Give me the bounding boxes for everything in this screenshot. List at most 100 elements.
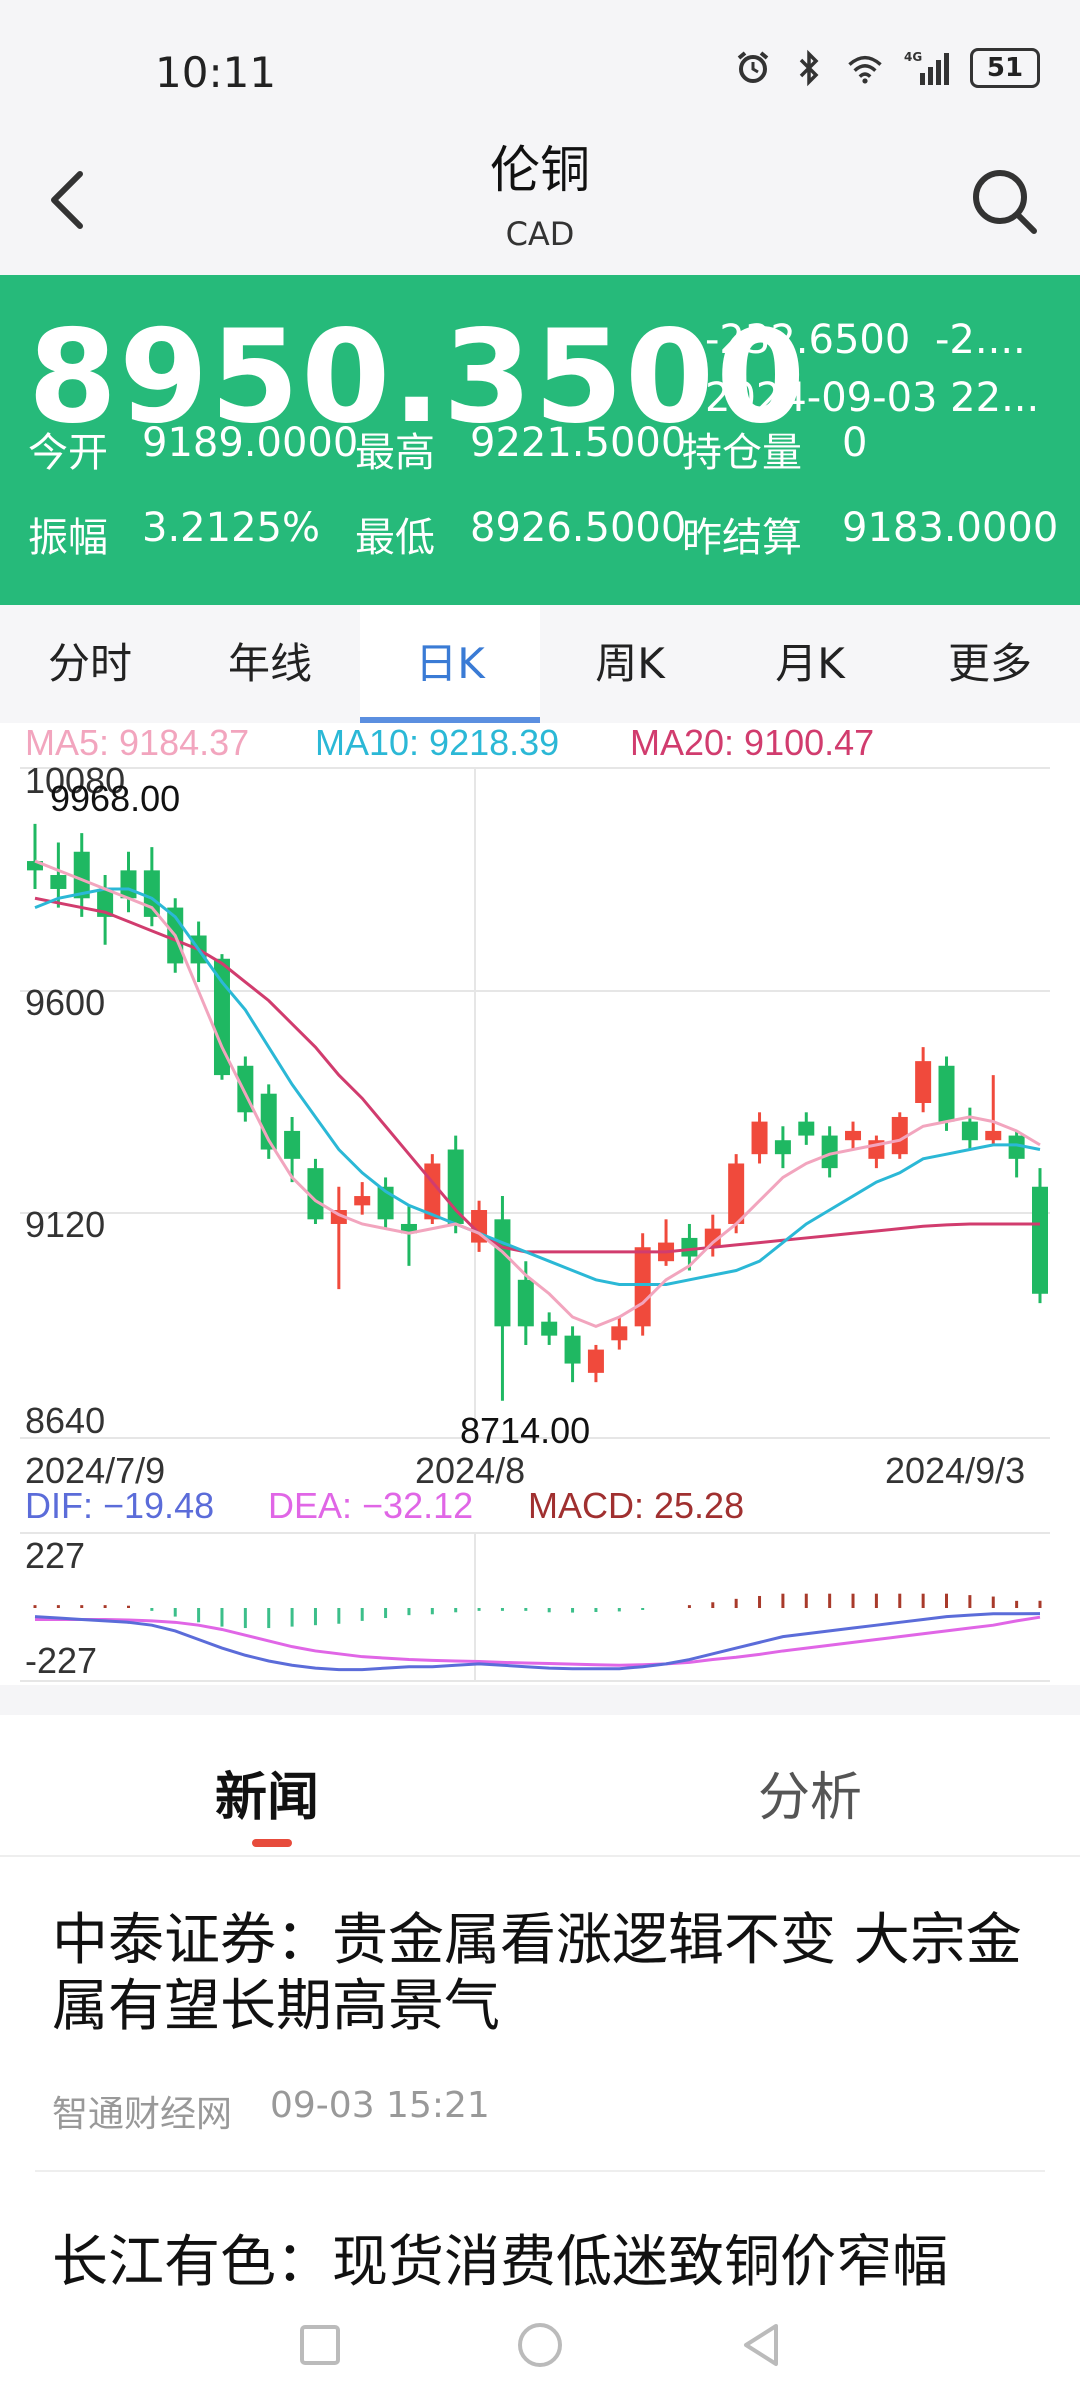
divider xyxy=(35,2170,1045,2172)
status-time: 10:11 xyxy=(155,48,277,97)
low-value: 8926.5000 xyxy=(470,505,687,551)
candle-body xyxy=(938,1065,955,1122)
open-interest-value: 0 xyxy=(842,420,868,466)
back-button[interactable] xyxy=(40,160,100,240)
ma5-line xyxy=(34,859,1041,1328)
price-change: -232.6500 xyxy=(705,317,911,363)
page-header: 伦铜 CAD xyxy=(0,120,1080,275)
tab-more[interactable]: 更多 xyxy=(947,639,1032,688)
price-change-percent: -2.... xyxy=(935,317,1026,363)
macd-tick-label: 227 xyxy=(25,1535,85,1576)
tab-weekly-k[interactable]: 周K xyxy=(595,639,665,688)
candle-body xyxy=(891,1116,908,1155)
dif-line xyxy=(34,1612,1041,1672)
candle-body xyxy=(681,1237,698,1257)
search-button[interactable] xyxy=(968,165,1040,237)
ma10-legend: MA10: 9218.39 xyxy=(315,723,559,763)
wifi-icon xyxy=(846,49,884,87)
circle-icon xyxy=(518,2323,562,2367)
candle-body xyxy=(798,1121,815,1136)
candle-body xyxy=(704,1228,721,1248)
min-price-label: 8714.00 xyxy=(460,1410,590,1451)
page-title: 伦铜 xyxy=(490,141,590,199)
last-price: 8950.3500 xyxy=(28,303,808,452)
news-title[interactable]: 长江有色：现货消费低迷致铜价窄幅 xyxy=(52,2230,948,2295)
max-price-label: 9968.00 xyxy=(50,778,180,819)
candle-body xyxy=(587,1349,604,1373)
low-label: 最低 xyxy=(355,515,435,561)
candle-body xyxy=(728,1163,745,1224)
prev-settle-value: 9183.0000 xyxy=(842,505,1059,551)
x-tick-label: 2024/7/9 xyxy=(25,1450,165,1491)
macd-legend: MACD: 25.28 xyxy=(528,1485,744,1526)
high-label: 最高 xyxy=(355,430,435,476)
chart-marks xyxy=(27,823,1048,1672)
prev-settle-label: 昨结算 xyxy=(682,515,802,561)
x-tick-label: 2024/9/3 xyxy=(885,1450,1025,1491)
candle-body xyxy=(821,1135,838,1169)
y-tick-label: 8640 xyxy=(25,1400,105,1441)
candle-body xyxy=(447,1149,464,1224)
dif-legend: DIF: −19.48 xyxy=(25,1485,214,1526)
candle-body xyxy=(634,1247,651,1327)
news-source: 智通财经网 xyxy=(52,2094,233,2135)
candle-body xyxy=(611,1326,628,1341)
y-tick-label: 9120 xyxy=(25,1204,105,1245)
tab-yearly[interactable]: 年线 xyxy=(227,639,312,688)
system-nav-bar xyxy=(0,2290,1080,2400)
candle-body xyxy=(400,1223,417,1234)
tab-monthly-k[interactable]: 月K xyxy=(775,639,845,688)
page-subtitle: CAD xyxy=(505,215,575,253)
chart-grid xyxy=(20,767,1050,1682)
candle-body xyxy=(97,888,114,917)
candle-body xyxy=(284,1130,301,1159)
dea-legend: DEA: −32.12 xyxy=(268,1485,473,1526)
candle-body xyxy=(27,861,43,871)
quote-datetime: 2024-09-03 22... xyxy=(705,375,1040,421)
open-label: 今开 xyxy=(28,430,108,476)
candle-body xyxy=(961,1121,978,1141)
ma20-legend: MA20: 9100.47 xyxy=(630,723,874,763)
kline-svg: MA5: 9184.37 MA10: 9218.39 MA20: 9100.47… xyxy=(20,723,1050,1682)
svg-text:4G: 4G xyxy=(904,50,922,64)
candle-body xyxy=(494,1219,511,1327)
tab-analysis[interactable]: 分析 xyxy=(758,1768,863,1828)
status-icons: 4G 51 xyxy=(734,48,1040,88)
tab-intraday[interactable]: 分时 xyxy=(47,639,132,688)
ma10-line xyxy=(34,887,1041,1286)
candle-body xyxy=(307,1168,324,1220)
candle-body xyxy=(517,1279,534,1327)
news-time: 09-03 15:21 xyxy=(270,2085,490,2126)
candle-body xyxy=(354,1196,371,1206)
candle-body xyxy=(774,1140,791,1155)
search-icon xyxy=(973,170,1037,234)
candle-body xyxy=(120,870,137,899)
chevron-left-icon xyxy=(51,171,83,229)
candle-body xyxy=(751,1121,768,1155)
status-bar: 10:11 4G 51 xyxy=(0,0,1080,140)
news-title[interactable]: 中泰证券：贵金属看涨逻辑不变 大宗金属有望长期高景气 xyxy=(52,1908,1022,2039)
dea-line xyxy=(35,1615,1041,1667)
news-panel: 新闻 分析 中泰证券：贵金属看涨逻辑不变 大宗金属有望长期高景气 智通财经网 0… xyxy=(0,1715,1080,2400)
candle-body xyxy=(985,1130,1002,1141)
candle-body xyxy=(1008,1135,1025,1159)
ma20-line xyxy=(34,896,1040,1254)
candle-body xyxy=(541,1321,558,1336)
bluetooth-icon xyxy=(790,49,828,87)
tab-daily-k[interactable]: 日K xyxy=(360,605,540,723)
y-tick-label: 10080 xyxy=(25,760,125,801)
battery-indicator: 51 xyxy=(970,48,1040,88)
news-tab-indicator xyxy=(252,1839,292,1847)
kline-chart[interactable]: MA5: 9184.37 MA10: 9218.39 MA20: 9100.47… xyxy=(0,723,1080,1685)
candle-body xyxy=(1032,1186,1048,1294)
open-value: 9189.0000 xyxy=(142,420,359,466)
period-tabs: 分时 年线 日K 周K 月K 更多 xyxy=(0,605,1080,723)
macd-tick-label: -227 xyxy=(25,1640,97,1681)
alarm-icon xyxy=(734,49,772,87)
recents-button[interactable] xyxy=(290,2315,350,2375)
candle-body xyxy=(845,1130,862,1141)
back-nav-button[interactable] xyxy=(730,2315,790,2375)
home-button[interactable] xyxy=(510,2315,570,2375)
amplitude-value: 3.2125% xyxy=(142,505,320,551)
tab-news[interactable]: 新闻 xyxy=(215,1768,320,1828)
